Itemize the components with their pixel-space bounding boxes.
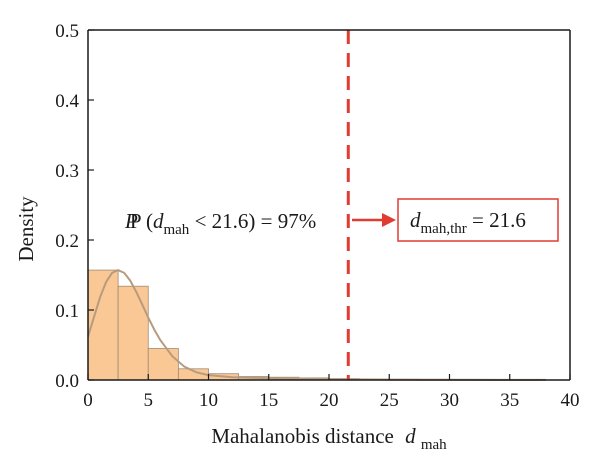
probability-suffix: < 21.6) = 97% — [189, 209, 316, 233]
x-tick-label: 15 — [259, 390, 278, 411]
histogram-bar-3 — [147, 348, 179, 381]
x-tick-label: 10 — [199, 390, 218, 411]
threshold-arrow-head — [382, 213, 396, 227]
threshold-label: dmah,thr = 21.6 — [410, 208, 526, 237]
x-tick-label: 5 — [144, 390, 154, 411]
y-tick-labels: 0.0 0.1 0.2 0.3 0.4 0.5 — [55, 21, 94, 392]
x-tick-label: 20 — [320, 390, 339, 411]
x-axis-title-symbol: d — [405, 424, 416, 448]
probability-annotation: PP (dmah < 21.6) = 97% — [124, 209, 316, 238]
probability-symbol: d — [153, 209, 164, 233]
y-tick-label: 0.4 — [55, 91, 79, 112]
x-tick-label: 25 — [380, 390, 399, 411]
y-tick-label: 0.2 — [55, 231, 79, 252]
x-tick-label: 40 — [561, 390, 580, 411]
x-tick-label: 0 — [83, 390, 93, 411]
y-tick-label: 0.3 — [55, 161, 79, 182]
probability-subscript: mah — [163, 222, 189, 238]
histogram-bars — [87, 269, 541, 381]
threshold-label-subscript: mah,thr — [421, 221, 467, 237]
x-axis-title: Mahalanobis distance d mah — [211, 424, 447, 453]
threshold-label-symbol: d — [410, 208, 421, 232]
threshold-label-suffix: = 21.6 — [467, 208, 526, 232]
y-tick-label: 0.1 — [55, 301, 79, 322]
x-axis-title-subscript: mah — [421, 437, 447, 453]
threshold-label-box — [397, 198, 559, 242]
x-tick-label: 30 — [440, 390, 459, 411]
histogram-bar-2 — [117, 285, 149, 381]
y-axis-title: Density — [14, 196, 38, 262]
x-axis-title-text: Mahalanobis distance — [211, 424, 394, 448]
x-tick-labels: 0 5 10 15 20 25 30 35 40 — [83, 374, 580, 411]
probability-prefix: P ( — [130, 209, 153, 233]
y-tick-label: 0.0 — [55, 371, 79, 392]
y-tick-label: 0.5 — [55, 21, 79, 42]
x-tick-label: 35 — [500, 390, 519, 411]
